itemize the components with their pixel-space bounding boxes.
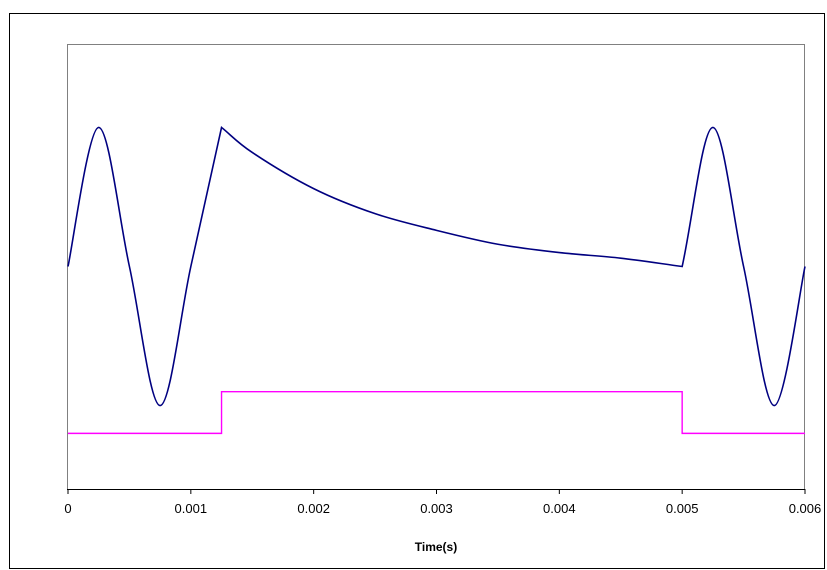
x-tick-label: 0.001 (175, 501, 208, 516)
x-tick-label: 0.006 (789, 501, 822, 516)
series-layer (67, 125, 806, 435)
x-axis-ticks (67, 489, 806, 494)
series-line-waveform (67, 125, 806, 407)
x-tick-label: 0 (64, 501, 71, 516)
x-tick-label: 0.002 (297, 501, 330, 516)
x-axis-tick-labels: 0 0.001 0.002 0.003 0.004 0.005 0.006 (64, 501, 821, 516)
x-tick-label: 0.003 (420, 501, 453, 516)
chart-area-border (9, 13, 825, 569)
x-tick-label: 0.005 (666, 501, 699, 516)
series-line-pulse (68, 390, 805, 435)
x-axis-title: Time(s) (415, 540, 457, 554)
x-tick-label: 0.004 (543, 501, 576, 516)
